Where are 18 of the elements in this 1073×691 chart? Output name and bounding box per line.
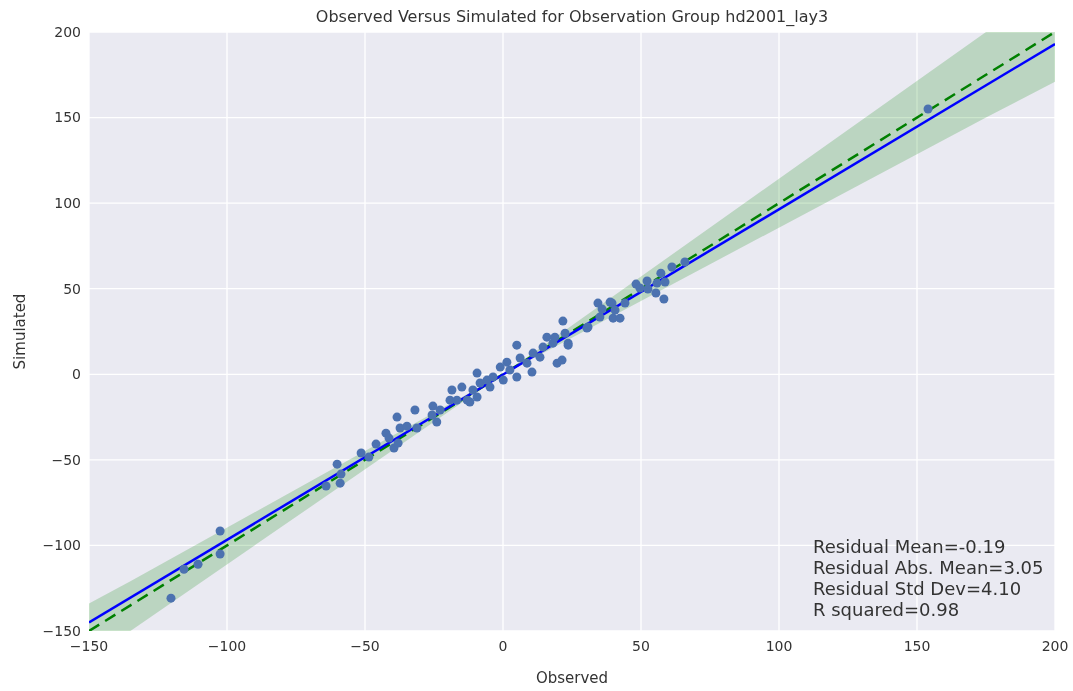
- x-tick-label: −50: [350, 638, 380, 654]
- x-tick-label: 200: [1041, 638, 1069, 654]
- x-axis-title: Observed: [535, 669, 609, 687]
- y-tick-label: 150: [54, 109, 81, 126]
- x-tick-label: −100: [207, 638, 247, 654]
- x-tick-label: 150: [903, 638, 931, 654]
- y-axis-title: Simulated: [11, 293, 29, 370]
- y-tick-label: −150: [42, 622, 81, 639]
- x-tick-label: 50: [632, 638, 650, 654]
- y-tick-label: 200: [54, 23, 81, 40]
- x-tick-label: 0: [498, 638, 508, 654]
- x-tick-label: 100: [765, 638, 793, 654]
- y-tick-label: −50: [51, 451, 81, 468]
- y-tick-label: 50: [63, 280, 81, 297]
- y-tick-label: 100: [54, 195, 81, 212]
- y-tick-label: −100: [42, 537, 81, 554]
- y-tick-label: 0: [72, 366, 81, 383]
- chart-title: Observed Versus Simulated for Observation Group hd2001_lay3: [315, 7, 829, 27]
